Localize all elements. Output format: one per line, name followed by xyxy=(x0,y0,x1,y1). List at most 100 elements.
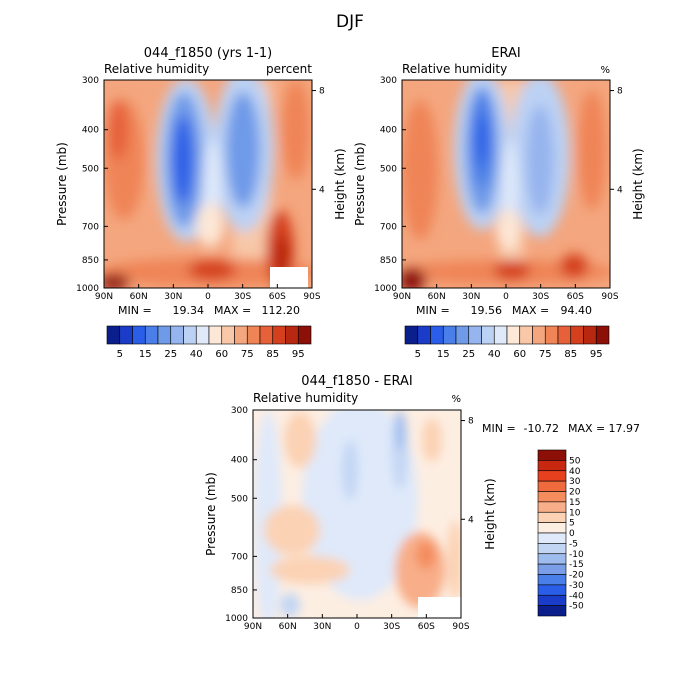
x-tick-label: 0 xyxy=(354,622,360,632)
x-tick-label: 90N xyxy=(244,622,262,632)
north-moist-core xyxy=(108,100,128,160)
y-tick-label: 500 xyxy=(380,164,397,174)
units-label: % xyxy=(600,65,610,76)
min-value: 19.56 xyxy=(471,304,503,317)
x-tick-label: 30S xyxy=(532,292,549,302)
colorbar-swatch xyxy=(532,325,546,345)
colorbar-swatch xyxy=(537,574,567,586)
min-label: MIN = xyxy=(416,304,450,317)
panel-title: 044_f1850 - ERAI xyxy=(301,374,412,389)
colorbar-swatch xyxy=(537,584,567,596)
colorbar-label: 15 xyxy=(139,349,152,360)
colorbar-swatch xyxy=(537,511,567,523)
colorbar-label: 50 xyxy=(569,456,581,466)
colorbar-label: 15 xyxy=(437,349,450,360)
colorbar-swatch xyxy=(537,563,567,575)
colorbar-label: 85 xyxy=(564,349,577,360)
colorbar-label: 40 xyxy=(190,349,203,360)
diff-neg-surface xyxy=(280,593,300,617)
colorbar-label: 60 xyxy=(513,349,526,360)
x-axis-ticks: 90N 60N 30N 0 30S 60S 90S xyxy=(95,284,321,302)
colorbar-swatch xyxy=(544,325,559,345)
max-label: MAX = xyxy=(568,422,605,435)
x-axis-ticks: 90N 60N 30N 0 30S 60S 90S xyxy=(244,614,470,632)
colorbar-label: -30 xyxy=(569,581,584,591)
y-tick-label: 1000 xyxy=(76,284,99,294)
colorbar-swatch xyxy=(468,325,482,345)
y-tick-label: 300 xyxy=(82,76,99,86)
panel-model: 044_f1850 (yrs 1-1) Relative humidity pe… xyxy=(55,46,347,360)
colorbar: 5 15 25 40 60 75 85 95 xyxy=(404,325,610,360)
colorbar-swatch xyxy=(417,325,431,345)
y-axis-label: Pressure (mb) xyxy=(204,472,218,556)
panel-difference: 044_f1850 - ERAI Relative humidity % xyxy=(204,374,640,632)
diff-pos-upper-south xyxy=(422,418,442,462)
colorbar-swatch xyxy=(537,480,567,492)
y-tick-label: 500 xyxy=(82,164,99,174)
colorbar-swatch xyxy=(537,460,567,472)
colorbar-label: 25 xyxy=(164,349,177,360)
y-tick-label: 850 xyxy=(82,256,99,266)
x-tick-label: 90S xyxy=(303,292,320,302)
max-value: 17.97 xyxy=(609,422,641,435)
eq-boundary-core xyxy=(494,260,530,280)
min-value: -10.72 xyxy=(524,422,559,435)
stats-line: MIN = 19.56 MAX = 94.40 xyxy=(416,304,592,317)
colorbar-label: 5 xyxy=(117,349,123,360)
north-moist xyxy=(402,100,438,240)
figure-title: DJF xyxy=(336,12,364,32)
min-value: 19.34 xyxy=(173,304,205,317)
colorbar-label: 75 xyxy=(539,349,552,360)
colorbar-swatch xyxy=(259,325,274,345)
colorbar-swatch xyxy=(106,325,121,345)
colorbar-swatch xyxy=(404,325,419,345)
colorbar-label: -15 xyxy=(569,560,584,570)
y-tick-label: 400 xyxy=(82,126,99,136)
colorbar-label: 0 xyxy=(569,529,575,539)
y2-tick-label: 8 xyxy=(319,87,325,97)
y2-axis-ticks: 84 xyxy=(610,87,623,195)
colorbar-swatch xyxy=(537,449,567,461)
x-tick-label: 30S xyxy=(383,622,400,632)
colorbar-swatch xyxy=(537,553,567,565)
contour-field xyxy=(402,80,610,288)
south-moist xyxy=(578,90,606,210)
colorbar-label: 25 xyxy=(462,349,475,360)
x-tick-label: 60S xyxy=(567,292,584,302)
x-tick-label: 90N xyxy=(95,292,113,302)
diff-pos-south-core xyxy=(416,541,436,569)
x-tick-label: 0 xyxy=(503,292,509,302)
y-tick-label: 400 xyxy=(380,126,397,136)
colorbar-swatch xyxy=(595,325,610,345)
y-tick-label: 850 xyxy=(231,586,248,596)
diff-neg-tropics xyxy=(302,410,418,600)
colorbar-swatch xyxy=(537,532,567,544)
equator-lower xyxy=(496,210,520,250)
colorbar-swatch xyxy=(583,325,597,345)
y-axis-label: Pressure (mb) xyxy=(353,142,367,226)
colorbar-swatch xyxy=(570,325,584,345)
colorbar-swatch xyxy=(506,325,521,345)
max-value: 112.20 xyxy=(262,304,301,317)
missing-data-mask xyxy=(418,597,461,618)
y-tick-label: 700 xyxy=(231,552,248,562)
max-label: MAX = xyxy=(214,304,251,317)
contour-field xyxy=(104,80,312,288)
min-label: MIN = xyxy=(482,422,516,435)
colorbar-label: 20 xyxy=(569,488,581,498)
panel-title: ERAI xyxy=(491,46,520,61)
colorbar-swatch xyxy=(519,325,533,345)
colorbar-swatch xyxy=(455,325,470,345)
colorbar: 5 15 25 40 60 75 85 95 xyxy=(106,325,312,360)
colorbar-swatch xyxy=(557,325,572,345)
colorbar-label: 30 xyxy=(569,477,581,487)
stats-line: MIN = 19.34 MAX = 112.20 xyxy=(118,304,300,317)
colorbar-swatch xyxy=(537,543,567,555)
colorbar-label: -50 xyxy=(569,602,584,612)
colorbar-label: 15 xyxy=(569,498,580,508)
y-axis-ticks: 300 400 500 700 850 1000 xyxy=(374,76,406,294)
colorbar-swatch xyxy=(272,325,286,345)
colorbar-label: 75 xyxy=(241,349,254,360)
